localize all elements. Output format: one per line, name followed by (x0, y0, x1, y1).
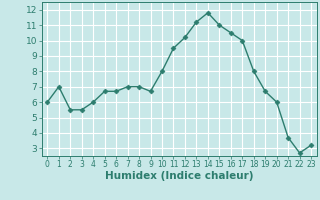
X-axis label: Humidex (Indice chaleur): Humidex (Indice chaleur) (105, 171, 253, 181)
